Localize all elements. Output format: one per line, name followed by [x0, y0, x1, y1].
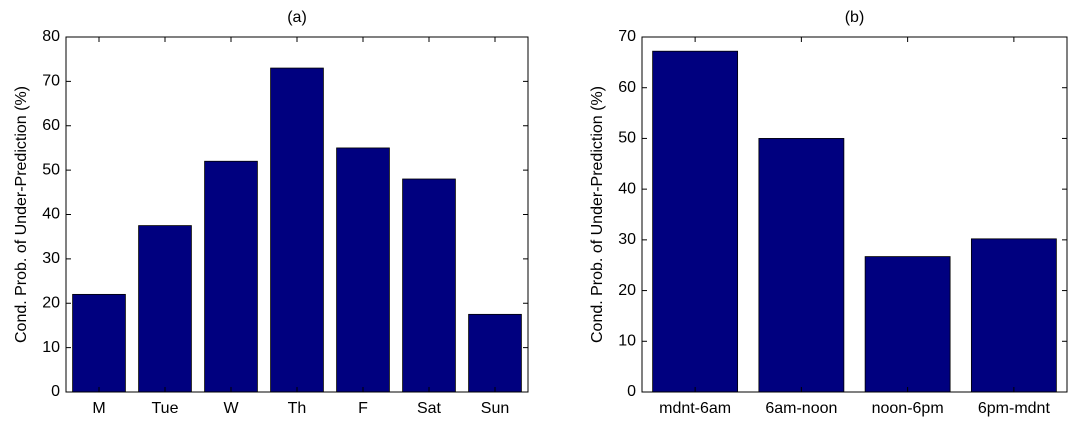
- x-tick-label: Th: [288, 400, 307, 417]
- x-tick-label: 6am-noon: [765, 400, 837, 417]
- bar: [970, 238, 1057, 393]
- y-tick-label: 30: [42, 250, 60, 267]
- y-tick-label: 80: [42, 28, 60, 45]
- x-tick-label: mdnt-6am: [659, 400, 731, 417]
- y-tick-label: 10: [618, 333, 636, 350]
- plot-frame: [65, 36, 529, 393]
- y-tick-label: 10: [42, 339, 60, 356]
- bar: [402, 178, 456, 393]
- y-tick-label: 60: [42, 117, 60, 134]
- bar: [138, 225, 192, 393]
- x-tick-label: Sat: [417, 400, 442, 417]
- y-tick-label: 50: [42, 161, 60, 178]
- y-tick-label: 40: [618, 180, 636, 197]
- chart-title: (b): [845, 9, 865, 26]
- y-axis-label: Cond. Prob. of Under-Prediction (%): [589, 86, 606, 343]
- y-tick-label: 70: [42, 73, 60, 90]
- bar: [468, 313, 522, 393]
- plot-frame: [641, 36, 1068, 393]
- bar: [864, 256, 951, 393]
- bar: [652, 50, 739, 393]
- x-tick-label: W: [223, 400, 239, 417]
- x-tick-label: M: [92, 400, 105, 417]
- x-tick-label: F: [358, 400, 368, 417]
- x-tick-label: noon-6pm: [872, 400, 944, 417]
- bar: [270, 67, 324, 393]
- bar: [336, 147, 390, 393]
- y-tick-label: 20: [42, 294, 60, 311]
- bar: [72, 293, 126, 393]
- y-tick-label: 40: [42, 206, 60, 223]
- y-tick-label: 70: [618, 28, 636, 45]
- y-tick-label: 50: [618, 130, 636, 147]
- y-tick-label: 30: [618, 231, 636, 248]
- bar: [204, 160, 258, 393]
- bar: [758, 138, 845, 393]
- y-tick-label: 0: [51, 383, 60, 400]
- y-axis-label: Cond. Prob. of Under-Prediction (%): [13, 86, 30, 343]
- y-tick-label: 20: [618, 282, 636, 299]
- y-tick-label: 0: [627, 383, 636, 400]
- x-tick-label: 6pm-mdnt: [978, 400, 1051, 417]
- y-tick-label: 60: [618, 79, 636, 96]
- x-tick-label: Tue: [152, 400, 179, 417]
- chart-title: (a): [287, 9, 307, 26]
- x-tick-label: Sun: [481, 400, 509, 417]
